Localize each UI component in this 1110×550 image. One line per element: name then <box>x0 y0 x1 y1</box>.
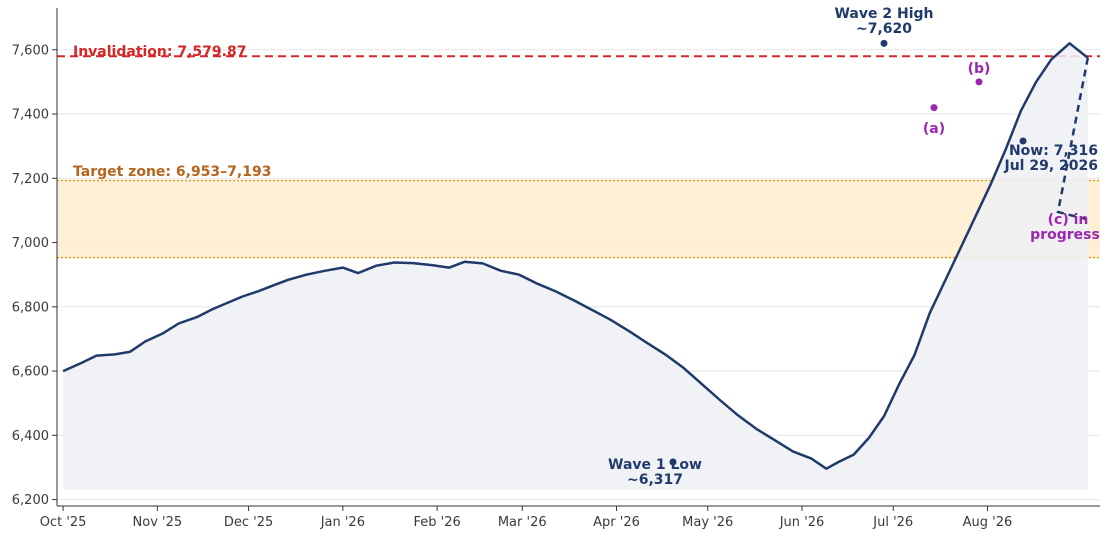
price-line <box>62 42 1089 470</box>
y-tick-label-0: 6,200 <box>12 493 49 508</box>
x-tick-label-7: May '26 <box>682 515 733 530</box>
wave2-high-label-line1: Wave 2 High <box>834 6 933 22</box>
wave2-high-label-line2: ~7,620 <box>856 21 912 37</box>
axes <box>56 8 1100 507</box>
y-tick-label-6: 7,400 <box>12 108 49 123</box>
wave-b-marker <box>975 78 983 86</box>
wave-a-label: (a) <box>923 121 945 137</box>
now-marker <box>1019 137 1027 145</box>
y-tick-label-2: 6,600 <box>12 365 49 380</box>
area-under-line <box>63 43 1088 490</box>
price-series <box>62 42 1091 470</box>
y-axis-ticks: 6,200 6,400 6,600 6,800 7,000 7,200 7,400 7,600 <box>12 43 57 508</box>
target-zone <box>57 55 1100 259</box>
y-tick-label-3: 6,800 <box>12 300 49 315</box>
wave-a-marker <box>930 104 938 112</box>
y-tick-label-5: 7,200 <box>12 172 49 187</box>
x-tick-label-1: Nov '25 <box>133 515 183 530</box>
y-tick-label-4: 7,000 <box>12 236 49 251</box>
x-tick-label-6: Apr '26 <box>593 515 640 530</box>
y-tick-label-1: 6,400 <box>12 429 49 444</box>
wave-markers <box>669 39 1027 466</box>
y-tick-label-7: 7,600 <box>12 43 49 58</box>
x-tick-label-0: Oct '25 <box>40 515 87 530</box>
target-zone-band <box>57 180 1100 258</box>
x-tick-label-5: Mar '26 <box>498 515 547 530</box>
area-fill <box>63 43 1088 490</box>
wave-c-label-line2: progress <box>1030 227 1100 243</box>
x-tick-label-10: Aug '26 <box>963 515 1013 530</box>
x-tick-label-3: Jan '26 <box>320 515 365 530</box>
x-tick-label-9: Jul '26 <box>872 515 913 530</box>
invalidation-label: Invalidation: 7,579.87 <box>73 44 246 60</box>
wave1-low-label-line1: Wave 1 Low <box>608 457 702 473</box>
x-tick-label-2: Dec '25 <box>224 515 273 530</box>
wave1-low-marker <box>669 458 677 466</box>
x-tick-label-4: Feb '26 <box>413 515 460 530</box>
now-label-line1: Now: 7,316 <box>1009 143 1098 159</box>
wave-c-label-line1: (c) in <box>1048 212 1089 228</box>
now-label-line2: Jul 29, 2026 <box>1004 158 1099 174</box>
target-zone-label: Target zone: 6,953–7,193 <box>73 164 271 180</box>
wave-b-label: (b) <box>968 61 991 77</box>
wave2-high-marker <box>880 39 888 47</box>
x-tick-label-8: Jun '26 <box>779 515 825 530</box>
projected-line <box>1056 57 1091 222</box>
x-axis-ticks: Oct '25 Nov '25 Dec '25 Jan '26 Feb '26 Mar '… <box>40 506 1013 530</box>
wave1-low-label-line2: ~6,317 <box>627 472 683 488</box>
